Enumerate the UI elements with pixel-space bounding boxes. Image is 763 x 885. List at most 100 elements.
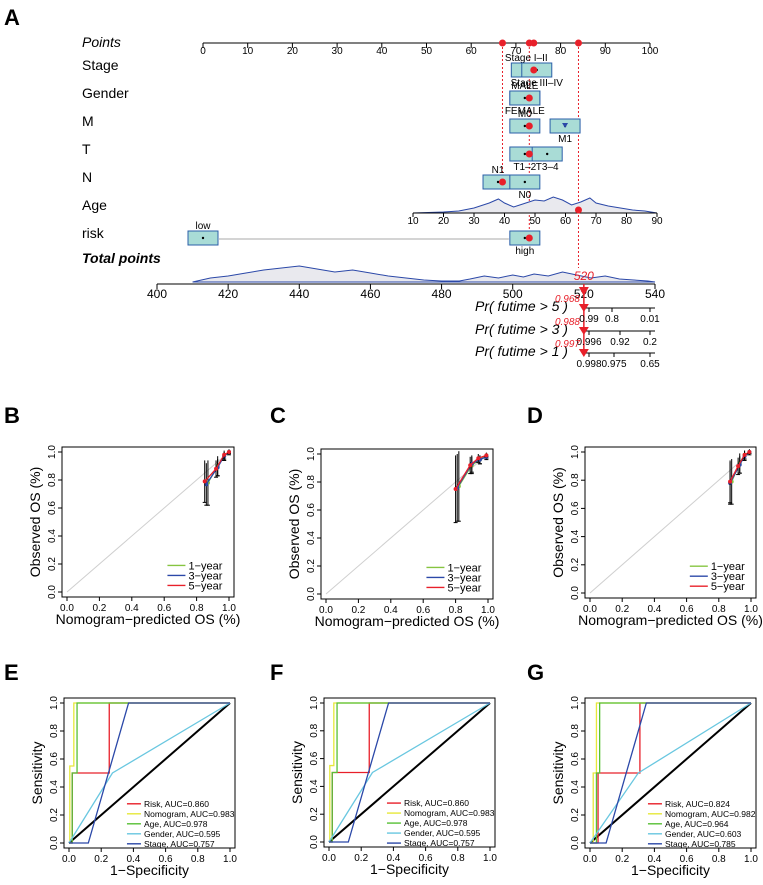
y-tick-label: 0.2 [570, 808, 581, 822]
x-tick-label: 0.0 [60, 603, 74, 614]
series-line [328, 702, 491, 843]
plot-frame [61, 446, 235, 598]
age-tick-label: 80 [621, 216, 633, 227]
diagonal-line [328, 702, 491, 843]
panel-label-d: D [527, 403, 543, 428]
y-tick-label: 0.6 [570, 501, 581, 515]
x-tick-label: 0.6 [680, 854, 694, 865]
legend-label: Stage, AUC=0.785 [665, 839, 736, 849]
y-tick-label: 0.4 [309, 779, 320, 793]
diagonal-line [589, 451, 752, 594]
y-tick-label: 0.6 [570, 752, 581, 766]
x-axis-label: 1−Specificity [110, 862, 189, 878]
level-label: high [515, 246, 534, 257]
y-tick-label: 0.6 [306, 503, 317, 517]
x-tick-label: 0.4 [386, 853, 400, 864]
points-tick-label: 90 [600, 46, 612, 57]
series-line [456, 456, 487, 488]
x-tick-label: 0.6 [159, 854, 173, 865]
total-marker-label: 520 [574, 269, 594, 283]
series-point [202, 479, 207, 484]
series-line [455, 454, 487, 490]
x-axis-label: 1−Specificity [370, 861, 449, 877]
prob-marker-arrow [578, 349, 589, 357]
m1-marker [562, 123, 569, 128]
points-tick-label: 80 [555, 46, 567, 57]
legend-label: 5−year [711, 581, 745, 593]
panel-label-e: E [4, 660, 19, 685]
total-tick-label: 500 [503, 287, 523, 301]
series-point [453, 487, 458, 491]
row-label-risk: risk [82, 225, 105, 241]
diagonal-line [68, 702, 231, 844]
points-marker [530, 39, 538, 47]
x-tick-label: 1.0 [483, 853, 497, 864]
legend-label: Nomogram, AUC=0.982 [665, 809, 756, 819]
y-tick-label: 1.0 [47, 445, 58, 459]
series-line [204, 451, 230, 482]
level-dot [496, 180, 500, 184]
y-tick-label: 1.0 [306, 447, 317, 461]
prob-tick-label: 0.01 [640, 314, 660, 325]
x-tick-label: 0.4 [647, 854, 661, 865]
panel-f: F 0.0 0.2 0.4 0.6 0.8 1.0 0.0 0.2 0.4 0.6 0.8 1.0 1−S… [270, 660, 497, 877]
legend-label: 1−year [711, 561, 745, 573]
y-tick-label: 0.0 [570, 586, 581, 600]
x-tick-label: 0.2 [92, 603, 106, 614]
legend-label: Age, AUC=0.964 [665, 819, 729, 829]
x-tick-label: 0.0 [583, 854, 597, 865]
level-label: Stage I–II [505, 53, 548, 64]
y-tick-label: 0.8 [49, 724, 60, 738]
row-marker [525, 234, 533, 242]
series-point [227, 450, 231, 454]
panel-label-f: F [270, 660, 283, 685]
series-line [729, 451, 750, 482]
legend-label: 5−year [447, 582, 481, 594]
level-dot [545, 152, 549, 156]
y-tick-label: 1.0 [49, 696, 60, 710]
prob-tick-label: 0.99 [579, 314, 599, 325]
level-dot [523, 236, 527, 240]
legend-label: Stage, AUC=0.757 [144, 839, 215, 849]
level-dot [201, 236, 205, 240]
y-tick-label: 0.4 [306, 531, 317, 545]
prob-tick-label: 0.65 [640, 359, 660, 370]
series-line [590, 702, 751, 844]
prob-marker-arrow [578, 304, 589, 312]
series-point [476, 456, 481, 461]
series-point [728, 479, 733, 484]
series-point [222, 452, 227, 457]
prob-label: Pr( futime > 1 ) [475, 343, 568, 359]
row-label-n: N [82, 169, 92, 185]
y-tick-label: 0.8 [570, 473, 581, 487]
y-tick-label: 0.4 [570, 529, 581, 543]
prob-marker-label: 0.968 [555, 294, 580, 305]
points-label: Points [82, 34, 121, 50]
points-tick-label: 20 [287, 46, 299, 57]
series-point [747, 450, 752, 454]
series-point [742, 452, 747, 457]
panel-c: C0.0 0.2 0.4 0.6 0.8 1.00.00.20.40.60.81.0Nom… [270, 403, 499, 629]
nomogram-panel: A Points 0 10 20 30 40 50 60 70 80 90 100 Stage Stage … [4, 5, 665, 370]
y-tick-label: 1.0 [570, 445, 581, 459]
x-tick-label: 1.0 [744, 604, 758, 615]
x-tick-label: 0.2 [615, 604, 629, 615]
x-tick-label: 0.0 [322, 853, 336, 864]
prob-tick-label: 0.975 [601, 359, 626, 370]
total-marker-arrow [578, 287, 589, 296]
x-tick-label: 0.6 [157, 603, 171, 614]
x-tick-label: 1.0 [223, 854, 237, 865]
prob-tick-label: 0.996 [576, 337, 601, 348]
level-label: M1 [558, 134, 572, 145]
row-marker [574, 206, 582, 214]
legend-label: 5−year [188, 580, 222, 592]
diagonal-line [589, 702, 752, 844]
prob-tick-label: 0.8 [605, 314, 619, 325]
y-tick-label: 0.2 [49, 808, 60, 822]
row-marker [530, 66, 538, 74]
y-tick-label: 0.0 [306, 587, 317, 601]
legend-label: Age, AUC=0.978 [404, 818, 468, 828]
total-tick-label: 440 [289, 287, 309, 301]
series-point [484, 453, 489, 458]
x-tick-label: 0.4 [125, 603, 139, 614]
